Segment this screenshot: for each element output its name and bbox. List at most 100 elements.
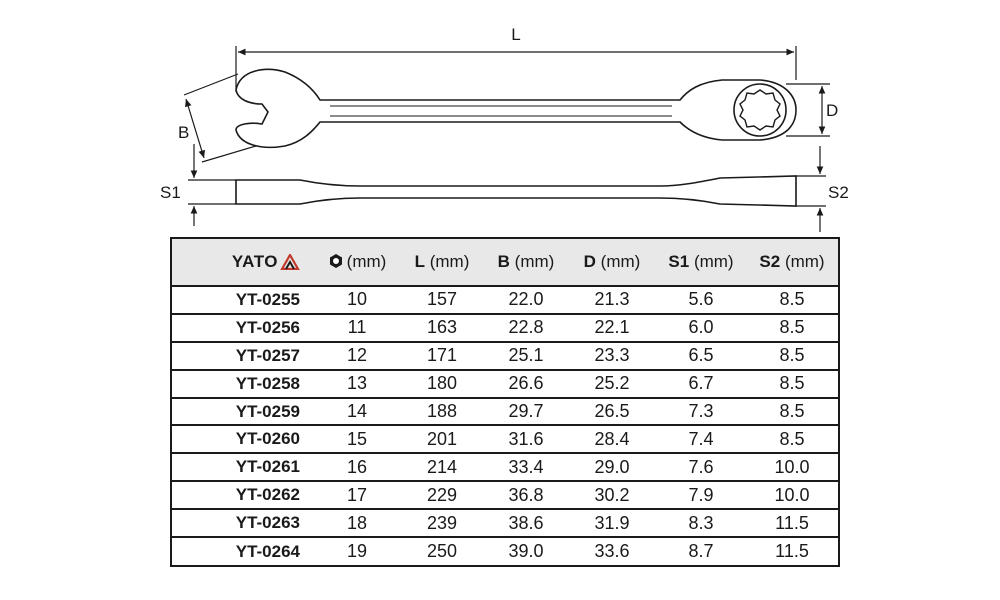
cell-S2: 8.5 xyxy=(779,401,805,421)
header-L: L (mm) xyxy=(414,252,470,271)
cell-S1: 7.6 xyxy=(688,456,714,477)
cell-L: 163 xyxy=(426,317,458,338)
spec-table: YATO (mm) L (mm) B (mm) D (mm) S1 (mm) S… xyxy=(170,237,840,567)
header-size-unit: (mm) xyxy=(346,252,387,271)
cell-code: YT-0264 xyxy=(235,541,300,561)
dimension-L xyxy=(235,46,797,92)
cell-D: 31.9 xyxy=(594,512,630,533)
wrench-side-view xyxy=(235,175,797,207)
cell-S1: 8.3 xyxy=(688,512,714,533)
cell-D: 30.2 xyxy=(594,484,630,505)
cell-size: 17 xyxy=(346,484,368,505)
header-D: D (mm) xyxy=(583,252,641,271)
cell-S1: 7.3 xyxy=(688,401,714,421)
cell-L: 250 xyxy=(426,541,458,562)
cell-S1: 8.7 xyxy=(688,541,714,562)
label-S2: S2 xyxy=(828,183,849,202)
cell-B: 31.6 xyxy=(508,428,544,449)
cell-B: 39.0 xyxy=(508,541,544,562)
cell-B: 36.8 xyxy=(508,484,544,505)
dimension-D xyxy=(786,83,830,137)
cell-S2: 11.5 xyxy=(775,512,809,533)
ring-end xyxy=(733,83,787,137)
header-size: (mm) xyxy=(314,252,400,272)
cell-B: 38.6 xyxy=(508,512,544,533)
cell-B: 22.8 xyxy=(508,317,544,338)
cell-size: 18 xyxy=(346,512,368,533)
table-row: YT-0261 16 214 33.4 29.0 7.6 10.0 xyxy=(172,454,838,483)
cell-S2: 8.5 xyxy=(779,317,805,338)
cell-S2: 11.5 xyxy=(775,541,809,562)
cell-B: 26.6 xyxy=(508,373,544,394)
cell-size: 19 xyxy=(346,541,368,562)
cell-code: YT-0262 xyxy=(235,485,300,505)
table-row: YT-0262 17 229 36.8 30.2 7.9 10.0 xyxy=(172,482,838,511)
cell-D: 26.5 xyxy=(594,401,630,421)
cell-L: 229 xyxy=(426,484,458,505)
cell-S2: 8.5 xyxy=(779,428,805,449)
table-row: YT-0255 10 157 22.0 21.3 5.6 8.5 xyxy=(172,287,838,315)
label-D: D xyxy=(826,101,838,120)
cell-code: YT-0259 xyxy=(235,401,300,421)
cell-L: 157 xyxy=(426,289,458,310)
table-row: YT-0260 15 201 31.6 28.4 7.4 8.5 xyxy=(172,426,838,455)
cell-code: YT-0263 xyxy=(235,513,300,533)
cell-L: 171 xyxy=(426,345,458,366)
dimension-S1 xyxy=(188,144,236,226)
cell-code: YT-0258 xyxy=(235,373,300,393)
label-L: L xyxy=(511,25,520,44)
brand-name: YATO xyxy=(231,252,278,271)
cell-size: 10 xyxy=(346,289,368,310)
cell-L: 180 xyxy=(426,373,458,394)
table-row: YT-0259 14 188 29.7 26.5 7.3 8.5 xyxy=(172,399,838,427)
hexagon-icon xyxy=(329,254,342,268)
cell-S1: 5.6 xyxy=(688,289,714,310)
cell-S2: 8.5 xyxy=(779,373,805,394)
cell-code: YT-0260 xyxy=(235,429,300,449)
cell-size: 14 xyxy=(346,401,368,421)
cell-S1: 7.4 xyxy=(688,428,714,449)
wrench-top-view xyxy=(235,68,797,149)
cell-size: 15 xyxy=(346,428,368,449)
cell-L: 188 xyxy=(426,401,458,421)
cell-size: 12 xyxy=(346,345,368,366)
cell-D: 25.2 xyxy=(594,373,630,394)
cell-S2: 10.0 xyxy=(774,456,810,477)
dimension-B xyxy=(183,73,257,163)
cell-S2: 10.0 xyxy=(774,484,810,505)
table-row: YT-0257 12 171 25.1 23.3 6.5 8.5 xyxy=(172,343,838,371)
cell-S2: 8.5 xyxy=(779,345,805,366)
label-S1: S1 xyxy=(160,183,181,202)
cell-B: 22.0 xyxy=(508,289,544,310)
cell-D: 21.3 xyxy=(594,289,630,310)
dimension-S2 xyxy=(796,146,826,232)
cell-code: YT-0255 xyxy=(235,289,300,309)
cell-S1: 6.5 xyxy=(688,345,714,366)
header-brand: YATO xyxy=(172,252,314,272)
table-row: YT-0258 13 180 26.6 25.2 6.7 8.5 xyxy=(172,371,838,399)
table-header: YATO (mm) L (mm) B (mm) D (mm) S1 (mm) S… xyxy=(172,239,838,287)
cell-S1: 6.0 xyxy=(688,317,714,338)
cell-S1: 6.7 xyxy=(688,373,714,394)
cell-D: 33.6 xyxy=(594,541,630,562)
cell-B: 29.7 xyxy=(508,401,544,421)
cell-size: 11 xyxy=(347,317,367,338)
cell-size: 13 xyxy=(346,373,368,394)
cell-L: 214 xyxy=(426,456,458,477)
cell-code: YT-0256 xyxy=(235,317,300,337)
cell-D: 28.4 xyxy=(594,428,630,449)
yato-logo-icon xyxy=(280,254,300,270)
cell-code: YT-0261 xyxy=(235,457,300,477)
table-row: YT-0263 18 239 38.6 31.9 8.3 11.5 xyxy=(172,510,838,539)
cell-S2: 8.5 xyxy=(779,289,805,310)
cell-D: 29.0 xyxy=(594,456,630,477)
table-row: YT-0256 11 163 22.8 22.1 6.0 8.5 xyxy=(172,315,838,343)
header-S2: S2 (mm) xyxy=(759,252,825,271)
cell-size: 16 xyxy=(346,456,368,477)
cell-L: 201 xyxy=(426,428,458,449)
cell-S1: 7.9 xyxy=(688,484,714,505)
cell-B: 33.4 xyxy=(508,456,544,477)
table-row: YT-0264 19 250 39.0 33.6 8.7 11.5 xyxy=(172,538,838,566)
header-S1: S1 (mm) xyxy=(668,252,734,271)
label-B: B xyxy=(178,123,189,142)
